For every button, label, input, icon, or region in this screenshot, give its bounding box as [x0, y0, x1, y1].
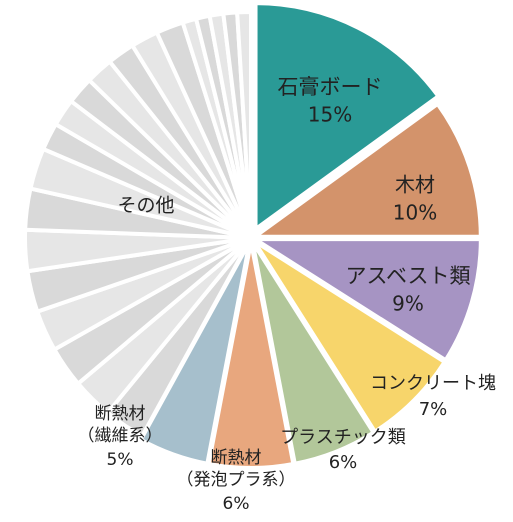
data-label: 5%: [107, 450, 134, 470]
pie-slices: [23, 1, 483, 470]
slice-label: 断熱材: [211, 448, 262, 468]
data-label: 10%: [393, 201, 437, 225]
data-label: 15%: [308, 103, 352, 127]
slice-label: コンクリート塊: [370, 373, 496, 394]
pie-slice-other-part: [235, 10, 253, 240]
slice-label: （発泡プラ系）: [177, 470, 296, 490]
slice-label: その他: [117, 195, 174, 217]
data-label: 7%: [419, 399, 448, 420]
slice-label: 石膏ボード: [278, 75, 383, 99]
slice-label: 断熱材: [95, 404, 146, 424]
pie-slice: [253, 1, 441, 232]
data-label: 9%: [392, 292, 424, 316]
pie-labels: 石膏ボード 15% 木材 10% アスベスト類 9% コンクリート塊 7% プラスチック類 6% 断…: [78, 75, 497, 514]
data-label: 6%: [223, 494, 250, 514]
slice-label: プラスチック類: [280, 427, 406, 448]
slice-label: アスベスト類: [346, 264, 471, 288]
pie-slice: [252, 101, 483, 239]
slice-label: （繊維系）: [78, 426, 163, 446]
slice-label: 木材: [395, 173, 435, 197]
pie-slice: [138, 239, 252, 466]
data-label: 6%: [329, 452, 358, 473]
pie-slice: [252, 237, 483, 363]
